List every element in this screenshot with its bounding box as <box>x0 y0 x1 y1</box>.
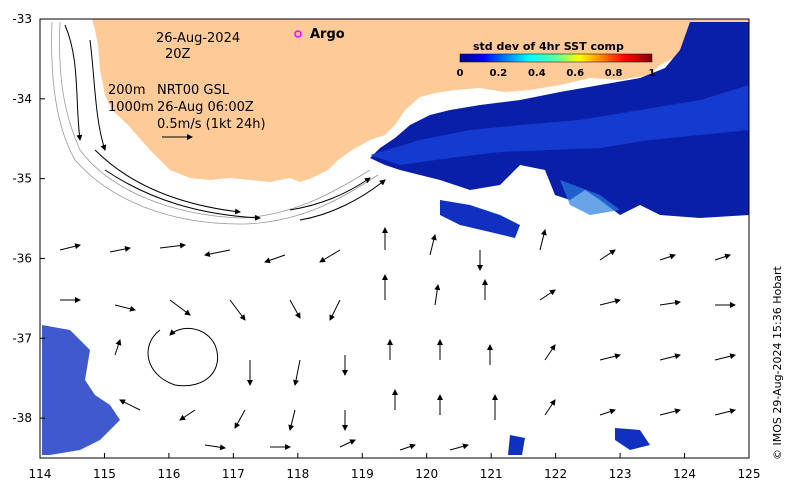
x-tick-label: 114 <box>29 467 52 481</box>
argo-marker-icon <box>294 30 302 38</box>
scale-label: 0.5m/s (1kt 24h) <box>157 117 266 132</box>
product-line1: NRT00 GSL <box>157 83 230 98</box>
sst-stddev-field <box>42 22 749 455</box>
date-line1: 26-Aug-2024 <box>156 31 240 46</box>
colorbar-tick-label: 0.6 <box>566 68 584 79</box>
x-tick-label: 118 <box>286 467 309 481</box>
colorbar-tick-label: 0.8 <box>605 68 623 79</box>
y-axis-ticks: -33 -34 -35 -36 -37 -38 <box>12 12 45 425</box>
contour-label-200m: 200m <box>108 83 145 98</box>
date-line2: 20Z <box>165 47 191 62</box>
y-tick-label: -33 <box>12 12 32 26</box>
y-tick-label: -34 <box>12 92 32 106</box>
colorbar-ticks: 0 0.2 0.4 0.6 0.8 1 <box>457 68 656 79</box>
y-tick-label: -38 <box>12 411 32 425</box>
contour-label-1000m: 1000m <box>108 100 154 115</box>
y-tick-label: -37 <box>12 331 32 345</box>
plot-frame <box>39 18 750 459</box>
y-tick-label: -36 <box>12 251 32 265</box>
x-tick-label: 120 <box>415 467 438 481</box>
credit-text: © IMOS 29-Aug-2024 15:36 Hobart <box>771 266 784 460</box>
y-tick-label: -35 <box>12 172 32 186</box>
x-tick-label: 125 <box>738 467 761 481</box>
current-vectors <box>59 24 736 451</box>
colorbar-tick-label: 0.4 <box>528 68 546 79</box>
x-tick-label: 117 <box>222 467 245 481</box>
colorbar-gradient <box>459 53 653 63</box>
x-tick-label: 123 <box>609 467 632 481</box>
colorbar-tick-label: 1 <box>649 68 656 79</box>
colorbar-tick-label: 0 <box>457 68 464 79</box>
x-tick-label: 115 <box>93 467 116 481</box>
colorbar-tick-label: 0.2 <box>490 68 508 79</box>
x-tick-label: 124 <box>673 467 696 481</box>
argo-legend-label: Argo <box>310 27 345 42</box>
bathymetry-contours <box>51 21 379 225</box>
x-tick-label: 121 <box>480 467 503 481</box>
x-tick-label: 116 <box>157 467 180 481</box>
x-tick-label: 119 <box>351 467 374 481</box>
x-tick-label: 122 <box>544 467 567 481</box>
product-line2: 26-Aug 06:00Z <box>157 100 254 115</box>
x-axis-ticks: 114 115 116 117 118 119 120 121 122 123 124 125 <box>29 453 761 481</box>
colorbar-title: std dev of 4hr SST comp <box>473 40 624 53</box>
